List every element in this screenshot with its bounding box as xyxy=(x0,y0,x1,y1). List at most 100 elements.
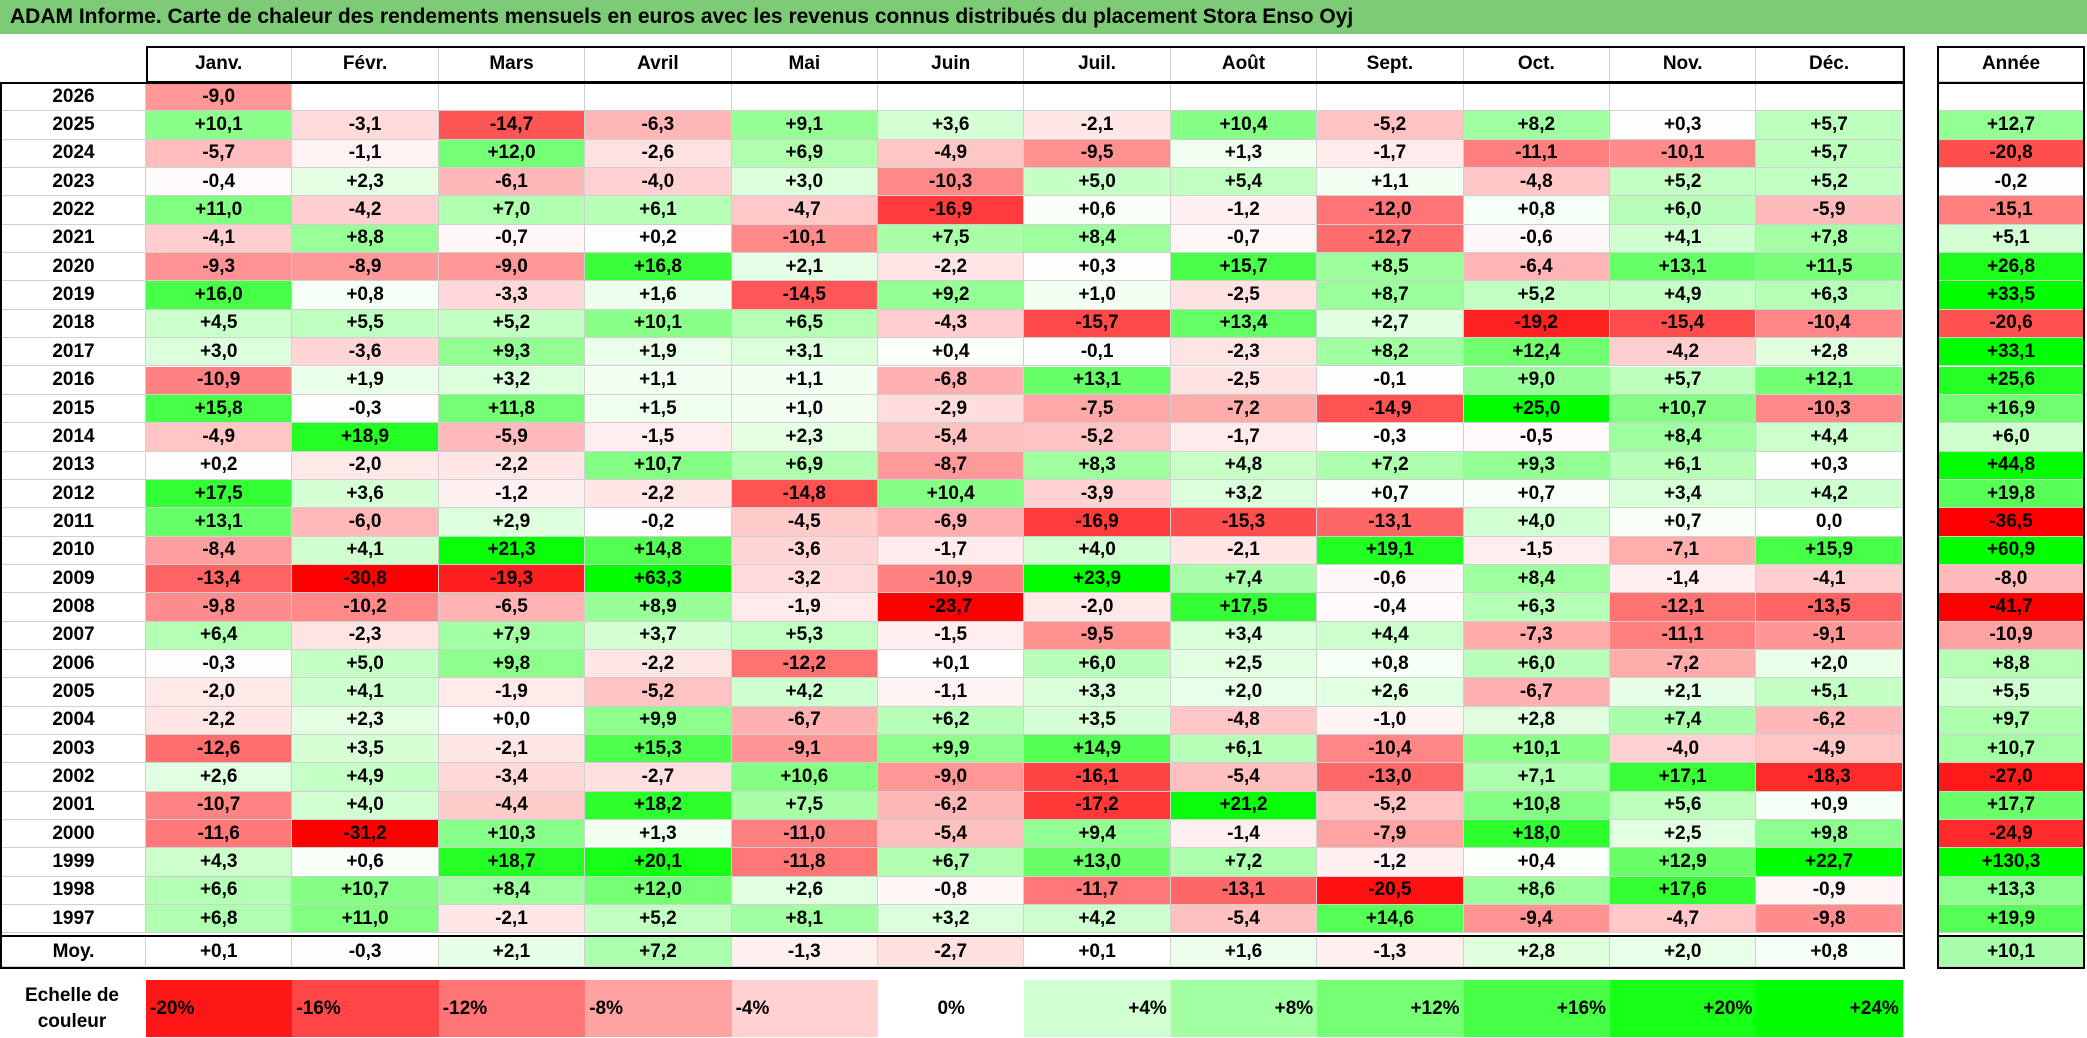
heatmap-cell: -15,4 xyxy=(1610,309,1757,339)
heatmap-cell: +12,1 xyxy=(1756,366,1903,395)
heatmap-cell: -9,8 xyxy=(1756,905,1903,934)
heatmap-cell: -16,9 xyxy=(1024,508,1171,537)
heatmap-cell: +12,9 xyxy=(1610,848,1757,877)
heatmap-cell: +10,7 xyxy=(1610,394,1757,424)
heatmap-cell: -5,4 xyxy=(1170,905,1318,934)
heatmap-cell: +21,2 xyxy=(1170,791,1318,821)
heatmap-cell: +3,4 xyxy=(1610,479,1757,509)
heatmap-cell: +8,9 xyxy=(585,593,732,622)
heatmap-cell: -4,7 xyxy=(731,196,878,225)
month-header: Mars xyxy=(438,46,586,82)
average-cell: +0,1 xyxy=(146,937,293,967)
heatmap-cell: +21,3 xyxy=(438,536,586,565)
color-scale-step: +4% xyxy=(1024,980,1171,1037)
heatmap-cell: +13,1 xyxy=(1610,253,1757,282)
year-label: 2024 xyxy=(2,139,146,169)
heatmap-cell: +8,2 xyxy=(1317,338,1464,367)
heatmap-cell: +5,2 xyxy=(438,309,586,339)
heatmap-cell: -11,0 xyxy=(731,820,878,849)
heatmap-cell: +1,3 xyxy=(585,820,732,849)
heatmap-cell: +4,1 xyxy=(292,536,439,565)
heatmap-cell: +9,8 xyxy=(438,650,586,679)
heatmap-cell: -0,4 xyxy=(146,168,293,197)
average-annual-cell: +10,1 xyxy=(1938,937,2085,967)
annual-cell: +8,8 xyxy=(1938,650,2085,679)
heatmap-cell: -15,7 xyxy=(1024,309,1171,339)
year-label: 2009 xyxy=(2,564,146,594)
color-scale-step: +12% xyxy=(1317,980,1464,1037)
average-cell: -1,3 xyxy=(731,937,878,967)
heatmap-cell: -11,1 xyxy=(1463,139,1610,169)
heatmap-cell: +6,0 xyxy=(1610,196,1757,225)
heatmap-cell: -10,3 xyxy=(878,168,1025,197)
heatmap-cell: +7,2 xyxy=(1170,848,1318,877)
heatmap-cell: +9,9 xyxy=(585,706,732,736)
heatmap-cell: +8,4 xyxy=(1463,564,1610,594)
heatmap-cell: +15,9 xyxy=(1756,536,1903,565)
heatmap-cell: +10,8 xyxy=(1463,791,1610,821)
heatmap-cell: +0,2 xyxy=(146,451,293,480)
annual-cell: -8,0 xyxy=(1938,564,2085,594)
heatmap-cell: +2,8 xyxy=(1463,706,1610,736)
heatmap-cell: +7,5 xyxy=(731,791,878,821)
heatmap-cell: -2,0 xyxy=(1024,593,1171,622)
heatmap-cell: +0,2 xyxy=(585,224,732,254)
heatmap-cell: +10,4 xyxy=(1170,111,1318,140)
heatmap-cell: +6,1 xyxy=(585,196,732,225)
heatmap-cell: +6,2 xyxy=(878,706,1025,736)
heatmap-cell: -5,9 xyxy=(438,423,586,452)
heatmap-cell: +2,6 xyxy=(146,763,293,792)
heatmap-cell: -14,5 xyxy=(731,281,878,310)
heatmap-cell: +3,7 xyxy=(585,621,732,650)
average-bottom-border xyxy=(0,967,1905,969)
heatmap-cell: +11,0 xyxy=(292,905,439,934)
heatmap-cell: +0,8 xyxy=(1317,650,1464,679)
heatmap-cell: -0,4 xyxy=(1317,593,1464,622)
heatmap-cell: +11,5 xyxy=(1756,253,1903,282)
heatmap-cell: +9,4 xyxy=(1024,820,1171,849)
heatmap-cell: -11,6 xyxy=(146,820,293,849)
heatmap-cell: -14,7 xyxy=(438,111,586,140)
year-label: 2002 xyxy=(2,763,146,792)
heatmap-cell: -3,1 xyxy=(292,111,439,140)
heatmap-cell: -0,2 xyxy=(585,508,732,537)
heatmap-cell: +0,3 xyxy=(1756,451,1903,480)
annual-cell: +10,7 xyxy=(1938,735,2085,764)
heatmap-cell: +1,9 xyxy=(585,338,732,367)
heatmap-cell: +0,7 xyxy=(1610,508,1757,537)
average-cell: +0,1 xyxy=(1024,937,1171,967)
year-label: 2026 xyxy=(2,83,146,112)
annual-cell: +16,9 xyxy=(1938,394,2085,424)
heatmap-cell: -13,4 xyxy=(146,564,293,594)
annual-cell: +26,8 xyxy=(1938,253,2085,282)
heatmap-cell: +22,7 xyxy=(1756,848,1903,877)
heatmap-cell: -2,1 xyxy=(1170,536,1318,565)
heatmap-cell: -6,3 xyxy=(585,111,732,140)
year-label: 2001 xyxy=(2,791,146,821)
heatmap-cell: -7,2 xyxy=(1170,394,1318,424)
heatmap-cell: -5,2 xyxy=(585,678,732,707)
heatmap-cell: +4,5 xyxy=(146,309,293,339)
heatmap-cell: +4,8 xyxy=(1170,451,1318,480)
average-cell: +7,2 xyxy=(585,937,732,967)
heatmap-cell: -9,1 xyxy=(1756,621,1903,650)
heatmap-cell: +2,3 xyxy=(292,706,439,736)
heatmap-cell: -14,8 xyxy=(731,479,878,509)
heatmap-cell xyxy=(878,83,1025,112)
heatmap-cell: -7,9 xyxy=(1317,820,1464,849)
heatmap-cell: +5,7 xyxy=(1756,139,1903,169)
heatmap-cell: -10,4 xyxy=(1756,309,1903,339)
month-header: Août xyxy=(1170,46,1318,82)
heatmap-cell: +3,5 xyxy=(292,735,439,764)
heatmap-cell: +5,7 xyxy=(1610,366,1757,395)
heatmap-cell: -2,3 xyxy=(292,621,439,650)
color-scale-step: +20% xyxy=(1610,980,1757,1037)
color-scale-step: -12% xyxy=(438,980,586,1037)
color-scale-step: 0% xyxy=(878,980,1025,1037)
heatmap-cell: +9,8 xyxy=(1756,820,1903,849)
heatmap-cell: -7,1 xyxy=(1610,536,1757,565)
heatmap-cell: +16,8 xyxy=(585,253,732,282)
year-label: 2010 xyxy=(2,536,146,565)
heatmap-cell: -0,1 xyxy=(1024,338,1171,367)
heatmap-cell: -11,1 xyxy=(1610,621,1757,650)
